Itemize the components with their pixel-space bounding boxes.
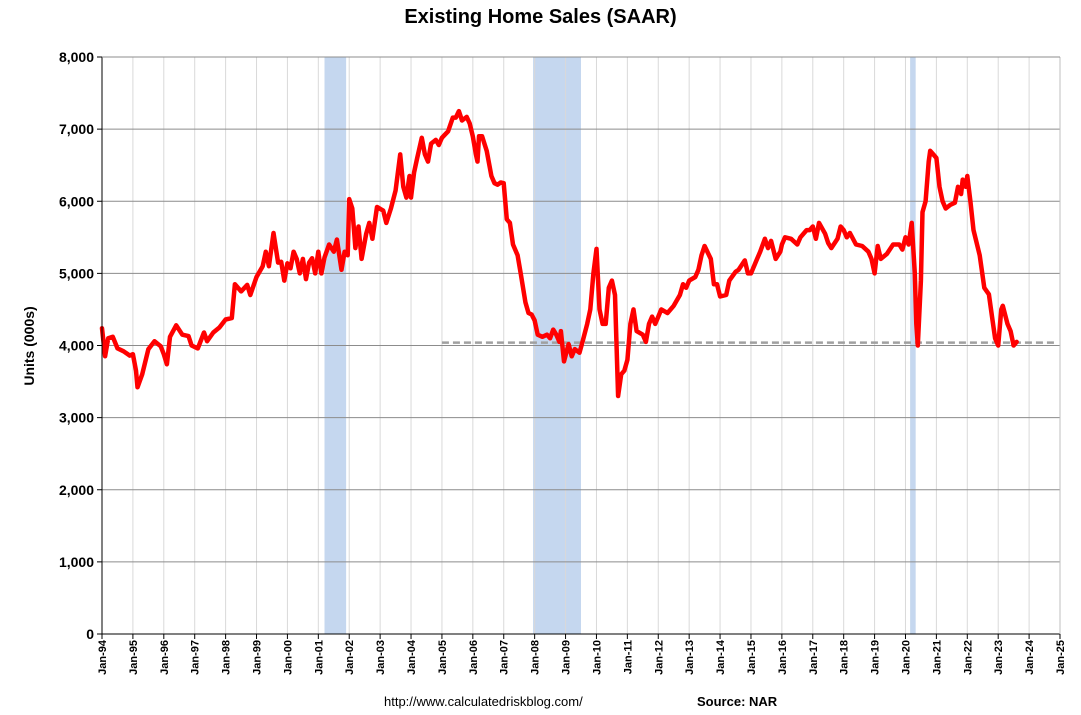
- x-tick-label: Jan-96: [159, 640, 171, 675]
- x-tick-label: Jan-13: [684, 640, 696, 675]
- y-axis-label: Units (000s): [21, 306, 37, 385]
- x-tick-labels: Jan-94 Jan-95 Jan-96 Jan-97 Jan-98 Jan-99 Jan-…: [97, 639, 1067, 675]
- x-tick-label: Jan-20: [900, 640, 912, 675]
- x-tick-label: Jan-01: [313, 640, 325, 675]
- x-tick-label: Jan-00: [282, 640, 294, 675]
- x-tick-label: Jan-22: [962, 640, 974, 675]
- x-tick-label: Jan-04: [406, 639, 418, 675]
- x-tick-label: Jan-25: [1055, 640, 1067, 675]
- y-tick-labels: 0 1,000 2,000 3,000 4,000 5,000 6,000 7,000 8,00…: [59, 49, 94, 642]
- x-tick-label: Jan-06: [468, 640, 480, 675]
- footer-url: http://www.calculatedriskblog.com/: [384, 694, 583, 709]
- x-tick-label: Jan-24: [1024, 639, 1036, 675]
- x-tick-label: Jan-17: [808, 640, 820, 675]
- x-tick-label: Jan-02: [344, 640, 356, 675]
- x-tick-label: Jan-09: [561, 640, 573, 675]
- y-tick-label: 0: [86, 626, 94, 642]
- x-tick-label: Jan-99: [252, 640, 264, 675]
- chart-title: Existing Home Sales (SAAR): [404, 6, 677, 28]
- x-tick-label: Jan-10: [591, 640, 603, 675]
- x-tick-label: Jan-98: [221, 640, 233, 675]
- x-tick-label: Jan-16: [777, 640, 789, 675]
- y-tick-label: 6,000: [59, 193, 94, 209]
- axes: [97, 56, 1061, 639]
- x-tick-label: Jan-14: [715, 639, 727, 675]
- x-tick-label: Jan-11: [622, 640, 634, 674]
- y-tick-label: 1,000: [59, 554, 94, 570]
- x-tick-label: Jan-97: [190, 640, 202, 675]
- x-tick-label: Jan-19: [870, 640, 882, 675]
- x-tick-label: Jan-23: [993, 640, 1005, 675]
- footer-source: Source: NAR: [697, 694, 778, 709]
- x-tick-label: Jan-05: [437, 640, 449, 675]
- series-group: [99, 108, 1019, 399]
- series-line: [99, 108, 1019, 399]
- y-tick-label: 7,000: [59, 121, 94, 137]
- x-tick-label: Jan-08: [530, 640, 542, 675]
- x-tick-label: Jan-94: [97, 639, 109, 675]
- x-tick-label: Jan-07: [499, 640, 511, 675]
- y-tick-label: 8,000: [59, 49, 94, 65]
- x-tick-label: Jan-95: [128, 640, 140, 675]
- x-tick-label: Jan-21: [931, 640, 943, 675]
- x-tick-label: Jan-03: [375, 640, 387, 675]
- x-tick-label: Jan-15: [746, 640, 758, 675]
- x-tick-label: Jan-18: [839, 640, 851, 675]
- x-tick-label: Jan-12: [653, 640, 665, 675]
- y-tick-label: 5,000: [59, 265, 94, 281]
- y-tick-label: 4,000: [59, 338, 94, 354]
- y-tick-label: 3,000: [59, 410, 94, 426]
- y-tick-label: 2,000: [59, 482, 94, 498]
